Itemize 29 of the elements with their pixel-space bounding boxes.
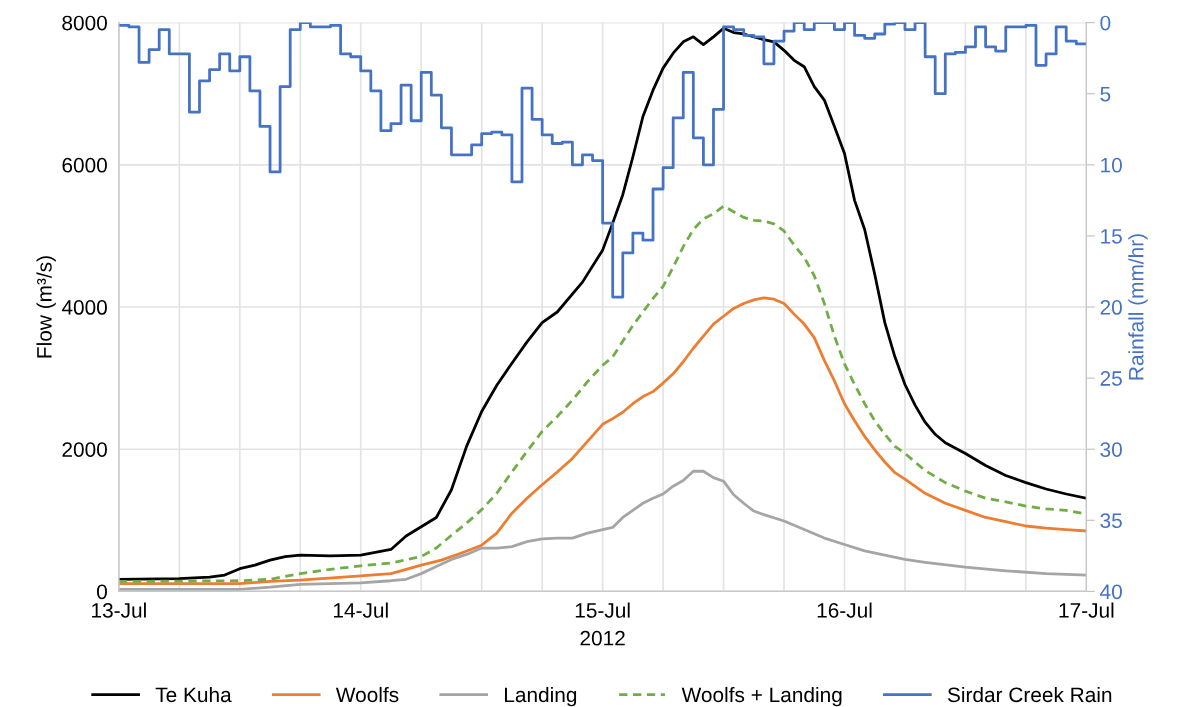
y-tick-label: 8000 — [62, 15, 107, 31]
y-tick-label: 4000 — [61, 300, 107, 315]
y2-tick-label: 5 — [1100, 86, 1111, 102]
x-axis-title: 2012 — [580, 630, 625, 646]
legend-label: Te Kuha — [155, 686, 232, 703]
y2-tick-label: 25 — [1100, 371, 1122, 386]
y2-tick-label: 40 — [1100, 584, 1122, 600]
y2-tick-label: 30 — [1100, 442, 1122, 457]
legend-label: Woolfs — [335, 686, 399, 703]
x-tick-label: 16-Jul — [817, 602, 872, 618]
y-tick-label: 2000 — [62, 442, 107, 457]
y2-tick-label: 20 — [1100, 300, 1122, 315]
x-tick-label: 17-Jul — [1059, 602, 1114, 618]
legend-label: Woolfs + Landing — [681, 686, 842, 707]
x-tick-label: 15-Jul — [575, 602, 630, 618]
y2-tick-label: 35 — [1100, 513, 1122, 529]
y-tick-label: 0 — [96, 584, 107, 600]
y-axis-title: Flow (m³/s) — [36, 256, 56, 358]
y2-tick-label: 15 — [1101, 229, 1122, 244]
y2-tick-label: 0 — [1100, 15, 1111, 31]
y2-tick-label: 10 — [1101, 157, 1122, 173]
line-series — [118, 26, 1087, 581]
y-tick-label: 6000 — [62, 157, 107, 173]
x-tick-label: 14-Jul — [333, 602, 388, 618]
y2-axis-title: Rainfall (mm/hr) — [1128, 234, 1148, 380]
x-tick-label: 13-Jul — [92, 602, 146, 618]
legend-label: Landing — [505, 686, 577, 707]
line-series — [118, 296, 1087, 585]
legend-label: Sirdar Creek Rain — [947, 686, 1112, 703]
